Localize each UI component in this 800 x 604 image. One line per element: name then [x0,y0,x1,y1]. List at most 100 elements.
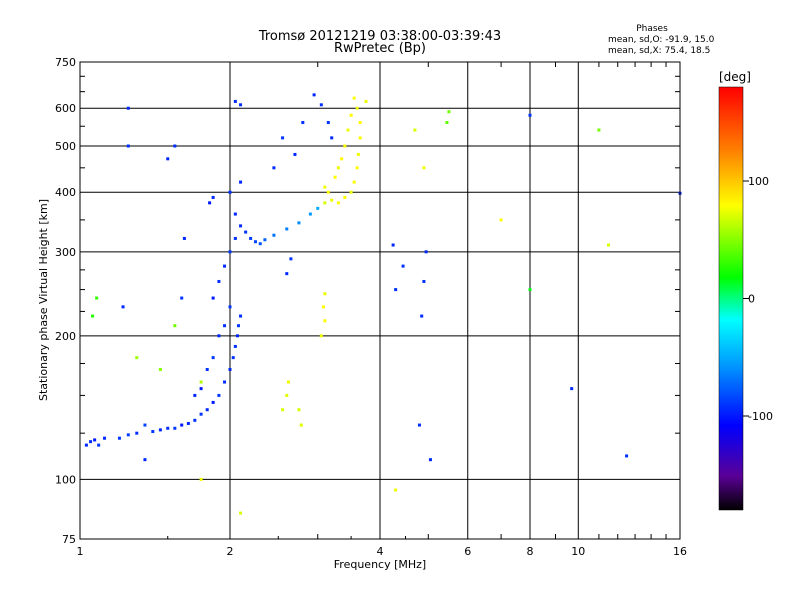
data-point-x-mode [199,477,203,481]
data-point-x-mode [297,408,301,412]
data-point-x-mode [358,121,362,125]
data-point-o-mode [158,428,162,432]
data-point-o-mode [228,250,232,254]
data-point-o-mode [236,324,240,328]
x-tick-label: 2 [227,545,234,558]
colorbar-tick-label: 0 [748,293,755,306]
data-point-o-mode [199,412,203,416]
data-point-o-mode [228,367,232,371]
data-point-o-mode [285,227,289,231]
data-point-o-mode [625,454,629,458]
data-point-o-mode [223,324,227,328]
data-point-x-mode [330,198,334,202]
data-point-x-mode [91,314,95,318]
data-point-x-mode [323,319,327,323]
data-points [84,93,682,515]
data-point-o-mode [217,334,221,338]
data-point-o-mode [143,423,147,427]
plot-frame [79,61,681,540]
data-point-x-mode [352,180,356,184]
y-tick-label: 100 [55,473,76,486]
data-point-o-mode [297,221,301,225]
data-point-o-mode [205,408,209,412]
data-point-o-mode [135,431,139,435]
data-point-o-mode [249,236,253,240]
data-point-o-mode [143,458,147,462]
data-point-x-mode [355,106,359,110]
data-point-o-mode [126,144,130,148]
data-point-x-mode [413,128,417,132]
data-point-x-mode [336,201,340,205]
data-point-o-mode [312,93,316,97]
data-point-o-mode [319,103,323,107]
data-point-o-mode [151,430,155,434]
data-point-x-mode [340,157,344,161]
chart-subtitle: RwPretec (Bp) [334,41,426,56]
data-point-x-mode [349,113,353,117]
data-point-o-mode [428,458,432,462]
data-point-x-mode [326,190,330,194]
data-point-o-mode [228,190,232,194]
data-point-o-mode [233,212,237,216]
data-point-x-mode [286,380,290,384]
data-point-x-mode [299,423,303,427]
data-point-x-mode [281,408,285,412]
data-point-o-mode [193,393,197,397]
data-point-x-mode [346,128,350,132]
data-point-o-mode [117,436,121,440]
data-point-x-mode [358,136,362,140]
data-point-o-mode [199,387,203,391]
data-point-o-mode [173,426,177,430]
data-point-x-mode [355,166,359,170]
data-point-o-mode [193,418,197,422]
data-point-o-mode [126,433,130,437]
data-point-x-mode [343,195,347,199]
colorbar-label: [deg] [719,70,751,84]
data-point-x-mode [239,511,243,515]
x-tick-label: 6 [464,545,471,558]
x-tick-label: 4 [377,545,384,558]
data-point-x-mode [394,488,398,492]
data-point-x-mode [319,334,323,338]
data-point-o-mode [391,243,395,247]
data-point-o-mode [84,443,88,447]
data-point-x-mode [95,296,99,300]
data-point-o-mode [235,334,239,338]
data-point-o-mode [263,238,267,242]
data-point-o-mode [233,236,237,240]
data-point-x-mode [607,243,611,247]
plot-grid [80,62,680,539]
y-tick-label: 600 [55,102,76,115]
stats-title: Phases [636,24,668,34]
data-point-o-mode [180,423,184,427]
colorbar-tick-label: 100 [748,175,769,188]
data-point-o-mode [528,113,532,117]
data-point-x-mode [336,166,340,170]
data-point-x-mode [323,292,327,296]
data-point-x-mode [445,121,449,125]
data-point-o-mode [211,296,215,300]
data-point-o-mode [422,279,426,283]
data-point-x-mode [285,393,289,397]
data-point-o-mode [401,264,405,268]
data-point-x-mode [364,99,368,103]
data-point-o-mode [182,236,186,240]
data-point-o-mode [239,224,243,228]
data-point-o-mode [424,250,428,254]
data-point-x-mode [323,185,327,189]
data-point-x-mode [158,367,162,371]
data-point-o-mode [417,423,421,427]
data-point-o-mode [211,400,215,404]
data-point-o-mode [208,201,212,205]
colorbar [718,86,744,511]
colorbar-ticks: 100 0 -100 [743,175,773,423]
data-point-o-mode [103,436,107,440]
data-point-x-mode [199,380,203,384]
data-point-o-mode [326,121,330,125]
data-point-o-mode [244,230,248,234]
data-point-o-mode [173,144,177,148]
y-tick-label: 300 [55,246,76,259]
data-point-o-mode [93,438,97,442]
x-tick-label: 1 [77,545,84,558]
